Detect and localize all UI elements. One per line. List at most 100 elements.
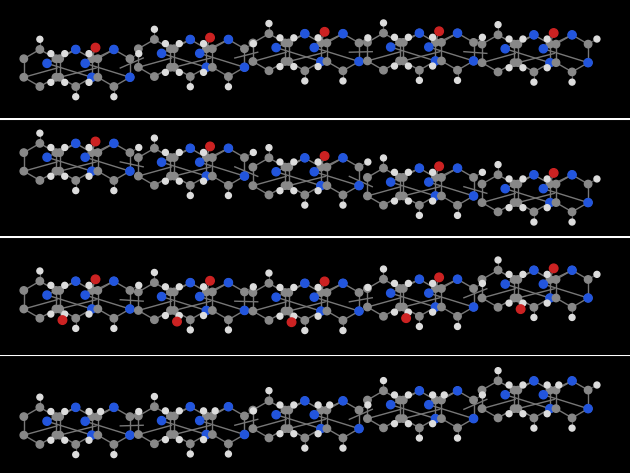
Circle shape xyxy=(317,58,324,65)
Circle shape xyxy=(72,177,79,184)
Circle shape xyxy=(91,137,100,146)
Circle shape xyxy=(441,392,447,398)
Circle shape xyxy=(317,289,324,296)
Circle shape xyxy=(320,152,329,160)
Circle shape xyxy=(209,412,216,420)
Circle shape xyxy=(594,36,600,42)
Circle shape xyxy=(52,167,60,175)
Circle shape xyxy=(48,51,54,57)
Circle shape xyxy=(569,425,575,431)
Circle shape xyxy=(416,424,423,431)
Circle shape xyxy=(470,415,478,422)
Circle shape xyxy=(58,316,67,324)
Circle shape xyxy=(585,294,592,302)
Circle shape xyxy=(94,74,101,81)
Circle shape xyxy=(249,406,256,414)
Circle shape xyxy=(585,276,592,283)
Circle shape xyxy=(20,287,28,294)
Circle shape xyxy=(126,305,134,313)
Circle shape xyxy=(416,313,423,320)
Circle shape xyxy=(339,154,347,162)
Circle shape xyxy=(454,164,462,172)
Circle shape xyxy=(568,31,576,39)
Circle shape xyxy=(187,193,193,199)
Circle shape xyxy=(224,144,232,152)
Circle shape xyxy=(495,266,501,274)
Circle shape xyxy=(86,145,92,150)
Circle shape xyxy=(317,425,325,433)
Circle shape xyxy=(530,68,537,76)
Circle shape xyxy=(553,294,559,302)
Circle shape xyxy=(285,58,292,65)
Circle shape xyxy=(416,29,423,37)
Circle shape xyxy=(226,84,231,90)
Circle shape xyxy=(381,266,386,272)
Circle shape xyxy=(126,167,134,175)
Circle shape xyxy=(546,405,554,412)
Circle shape xyxy=(530,171,538,179)
Circle shape xyxy=(72,139,80,148)
Circle shape xyxy=(495,304,501,311)
Circle shape xyxy=(126,431,134,439)
Circle shape xyxy=(425,289,433,297)
Circle shape xyxy=(317,425,324,432)
Circle shape xyxy=(241,412,248,420)
Circle shape xyxy=(495,208,501,216)
Circle shape xyxy=(425,43,433,51)
Circle shape xyxy=(202,307,210,315)
Circle shape xyxy=(94,431,101,439)
Circle shape xyxy=(320,27,329,36)
Circle shape xyxy=(265,397,273,404)
Circle shape xyxy=(136,409,142,414)
Circle shape xyxy=(301,30,309,38)
Circle shape xyxy=(62,409,67,414)
Circle shape xyxy=(323,58,331,65)
Circle shape xyxy=(430,63,435,69)
Circle shape xyxy=(265,67,273,74)
Circle shape xyxy=(549,29,558,37)
Circle shape xyxy=(416,201,423,209)
Circle shape xyxy=(470,303,478,311)
Circle shape xyxy=(250,284,256,290)
Circle shape xyxy=(432,192,440,200)
Circle shape xyxy=(506,411,512,417)
Circle shape xyxy=(81,417,89,425)
Circle shape xyxy=(568,68,576,76)
Circle shape xyxy=(163,313,168,318)
Circle shape xyxy=(469,303,478,311)
Circle shape xyxy=(72,441,79,448)
Circle shape xyxy=(37,394,43,400)
Circle shape xyxy=(291,431,297,437)
Circle shape xyxy=(520,382,526,388)
Circle shape xyxy=(495,257,501,263)
Circle shape xyxy=(501,184,509,193)
Circle shape xyxy=(315,313,321,319)
Circle shape xyxy=(339,279,347,288)
Circle shape xyxy=(454,424,461,431)
Circle shape xyxy=(546,276,554,283)
Circle shape xyxy=(158,292,166,301)
Circle shape xyxy=(249,39,256,47)
Circle shape xyxy=(171,63,178,71)
Circle shape xyxy=(317,307,325,315)
Circle shape xyxy=(432,174,439,181)
Circle shape xyxy=(62,173,67,179)
Circle shape xyxy=(151,394,158,400)
Circle shape xyxy=(520,272,526,277)
Circle shape xyxy=(469,192,478,200)
Circle shape xyxy=(186,403,195,411)
Circle shape xyxy=(135,288,142,296)
Circle shape xyxy=(72,403,79,411)
Circle shape xyxy=(531,315,537,320)
Circle shape xyxy=(323,307,331,315)
Circle shape xyxy=(167,307,174,314)
Circle shape xyxy=(594,382,600,388)
Circle shape xyxy=(176,408,182,414)
Circle shape xyxy=(546,404,554,413)
Circle shape xyxy=(520,36,526,42)
Circle shape xyxy=(202,430,210,438)
Circle shape xyxy=(315,63,321,70)
Circle shape xyxy=(568,171,576,178)
Circle shape xyxy=(72,45,80,53)
Circle shape xyxy=(495,414,501,421)
